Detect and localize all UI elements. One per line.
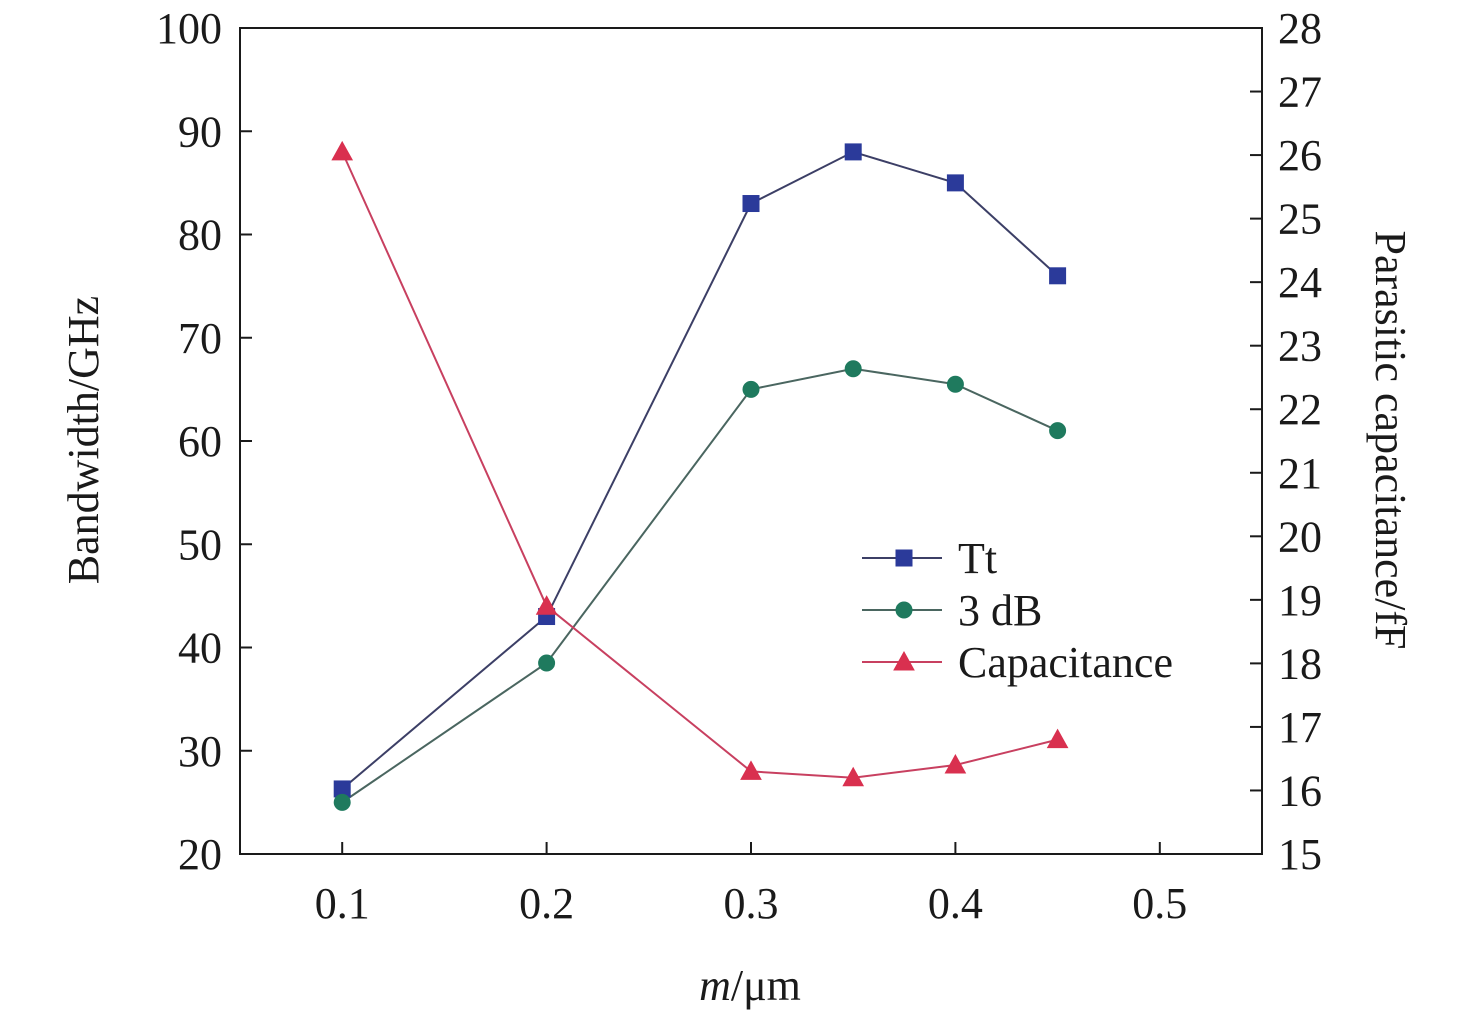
x-tick-label: 0.4 [928, 879, 983, 928]
x-axis-title-var: m [699, 961, 731, 1010]
data-point [535, 595, 558, 615]
data-point [1046, 728, 1069, 749]
ticks: 0.1 0.2 0.3 0.4 0.5 20 30 40 50 60 70 80 90 100 15 16 17… [156, 4, 1322, 928]
y2-tick-label: 23 [1278, 322, 1322, 371]
plot-frame [239, 27, 1263, 855]
data-point [1049, 422, 1067, 440]
y2-tick-label: 24 [1278, 258, 1322, 307]
y2-tick-label: 16 [1278, 766, 1322, 815]
y2-tick-label: 20 [1278, 512, 1322, 561]
series-lines [341, 150, 1059, 804]
series-line [341, 151, 1058, 779]
y2-axis-title: Parasitic capacitance/fF [1366, 230, 1415, 649]
y2-tick-label: 21 [1278, 449, 1322, 498]
y2-tick-label: 27 [1278, 68, 1322, 117]
data-point [538, 654, 556, 672]
x-tick-label: 0.3 [724, 879, 779, 928]
x-tick-label: 0.5 [1132, 879, 1187, 928]
x-tick-label: 0.2 [519, 879, 574, 928]
x-axis-title: m/μm [699, 961, 801, 1010]
data-point [946, 375, 964, 393]
data-point [333, 793, 351, 811]
y-tick-label: 60 [178, 417, 222, 466]
x-axis-title-unit: /μm [731, 961, 801, 1010]
y-tick-label: 90 [178, 107, 222, 156]
legend-marker [895, 601, 913, 619]
series-line [341, 367, 1059, 804]
data-point [331, 140, 354, 161]
legend-label: Tt [958, 534, 997, 583]
y2-tick-label: 22 [1278, 385, 1322, 434]
y-tick-label: 100 [156, 4, 222, 53]
y2-tick-label: 25 [1278, 195, 1322, 244]
y2-tick-label: 19 [1278, 576, 1322, 625]
data-point [842, 766, 865, 787]
series-line [341, 150, 1059, 790]
data-point [946, 174, 964, 192]
data-point [742, 380, 760, 398]
y-tick-label: 40 [178, 624, 222, 673]
y2-tick-label: 28 [1278, 4, 1322, 53]
series-markers [331, 140, 1069, 811]
legend-marker [895, 549, 913, 567]
y-tick-label: 30 [178, 727, 222, 776]
data-point [1049, 267, 1067, 285]
y-tick-label: 20 [178, 830, 222, 879]
data-point [944, 754, 967, 774]
y-tick-label: 70 [178, 314, 222, 363]
data-point [742, 195, 760, 213]
legend-marker [893, 650, 915, 671]
data-point [844, 360, 862, 378]
x-tick-label: 0.1 [315, 879, 370, 928]
y-tick-label: 50 [178, 520, 222, 569]
data-point [844, 143, 862, 161]
y-axis-title: Bandwidth/GHz [59, 296, 108, 584]
y2-tick-label: 15 [1278, 830, 1322, 879]
y-tick-label: 80 [178, 211, 222, 260]
legend-label: Capacitance [958, 638, 1173, 687]
data-point [740, 760, 762, 780]
y2-tick-label: 17 [1278, 703, 1322, 752]
y2-tick-label: 18 [1278, 639, 1322, 688]
y2-tick-label: 26 [1278, 131, 1322, 180]
legend-label: 3 dB [958, 586, 1042, 635]
